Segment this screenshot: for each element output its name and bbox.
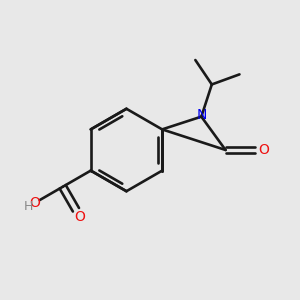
Text: O: O [75,210,86,224]
Text: N: N [196,109,206,122]
Text: O: O [29,196,40,210]
Text: H: H [24,200,33,213]
Text: O: O [258,143,269,157]
